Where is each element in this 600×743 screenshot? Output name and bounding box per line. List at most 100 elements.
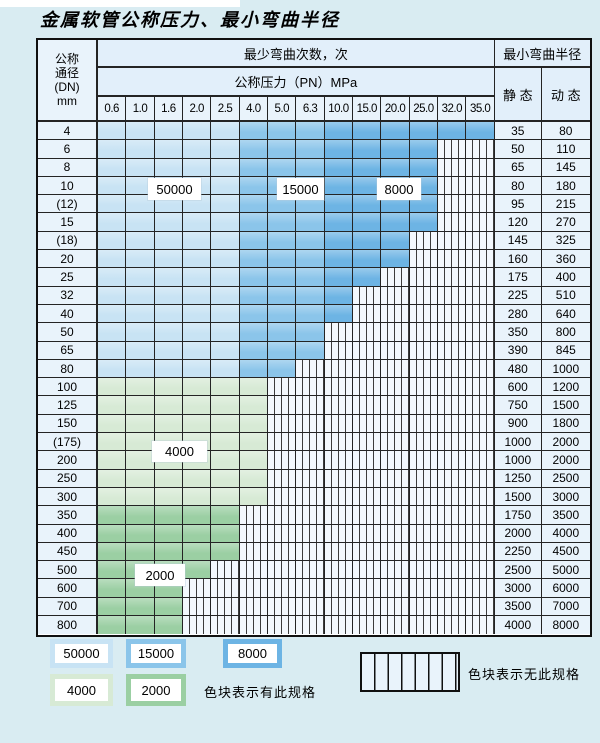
no-spec-cell (268, 487, 297, 507)
no-spec-cell (409, 469, 439, 488)
no-spec-cell (296, 524, 325, 543)
dn-value: 125 (38, 396, 98, 415)
spec-cell (438, 122, 467, 141)
spec-cell (183, 469, 212, 488)
no-spec-cell (353, 378, 382, 397)
spec-cell (126, 286, 155, 305)
static-radius-value: 2250 (494, 542, 542, 562)
no-spec-cell (296, 597, 325, 617)
no-spec-cell (409, 268, 439, 287)
dynamic-radius-value: 180 (541, 176, 590, 196)
spec-cell (211, 341, 240, 360)
static-radius-value: 600 (494, 378, 542, 397)
spec-cell (183, 250, 212, 269)
dynamic-radius-value: 7000 (541, 597, 590, 617)
legend-swatch: 15000 (126, 639, 186, 668)
static-radius-value: 350 (494, 323, 542, 342)
spec-cell (296, 250, 325, 269)
dn-value: 65 (38, 341, 98, 360)
spec-cell (239, 158, 269, 177)
spec-cell (211, 542, 240, 562)
spec-cell (211, 176, 240, 196)
spec-cell (183, 561, 212, 580)
spec-cell (268, 231, 297, 251)
spec-cell (98, 469, 127, 488)
spec-cell (239, 140, 269, 159)
dynamic-radius-value: 145 (541, 158, 590, 177)
spec-cell (409, 140, 439, 159)
no-spec-cell (324, 597, 354, 617)
no-spec-cell (381, 396, 410, 415)
spec-cell (324, 158, 354, 177)
spec-cell (154, 506, 184, 525)
dynamic-radius-value: 110 (541, 140, 590, 159)
spec-cell (239, 359, 269, 379)
no-spec-cell (409, 378, 439, 397)
spec-cell (381, 122, 410, 141)
bend-count-label: 8000 (377, 178, 421, 200)
no-spec-cell (353, 524, 382, 543)
spec-cell (268, 286, 297, 305)
no-spec-cell (381, 304, 410, 324)
spec-cell (296, 268, 325, 287)
pressure-tick: 10.0 (324, 97, 354, 122)
no-spec-cell (466, 359, 495, 379)
spec-cell (381, 158, 410, 177)
dynamic-column-header: 动 态 (541, 68, 590, 122)
dn-value: (18) (38, 231, 98, 251)
dn-value: 10 (38, 176, 98, 196)
spec-cell (154, 231, 184, 251)
top-white-strip (0, 0, 240, 7)
no-spec-cell (409, 433, 439, 452)
spec-cell (211, 140, 240, 159)
no-spec-cell (381, 378, 410, 397)
no-spec-cell (409, 250, 439, 269)
no-spec-cell (381, 524, 410, 543)
no-spec-cell (466, 140, 495, 159)
dynamic-radius-value: 270 (541, 213, 590, 232)
pressure-tick: 1.6 (154, 97, 184, 122)
dn-value: (175) (38, 433, 98, 452)
pressure-tick: 0.6 (98, 97, 127, 122)
no-spec-cell (438, 140, 467, 159)
spec-cell (296, 213, 325, 232)
spec-cell (98, 524, 127, 543)
spec-cell (324, 286, 354, 305)
no-spec-cell (268, 469, 297, 488)
legend-has-spec-text: 色块表示有此规格 (204, 685, 317, 700)
static-radius-value: 2000 (494, 524, 542, 543)
spec-cell (126, 158, 155, 177)
no-spec-cell (268, 506, 297, 525)
no-spec-cell (296, 414, 325, 434)
dynamic-radius-value: 640 (541, 304, 590, 324)
spec-cell (98, 579, 127, 598)
spec-cell (154, 524, 184, 543)
spec-cell (126, 304, 155, 324)
pressure-tick: 2.0 (183, 97, 212, 122)
spec-cell (239, 176, 269, 196)
no-spec-cell (353, 433, 382, 452)
spec-cell (98, 268, 127, 287)
dynamic-radius-value: 510 (541, 286, 590, 305)
no-spec-cell (409, 616, 439, 635)
bend-count-label: 2000 (135, 564, 185, 586)
dynamic-radius-value: 80 (541, 122, 590, 141)
no-spec-cell (296, 506, 325, 525)
no-spec-cell (409, 524, 439, 543)
no-spec-cell (381, 597, 410, 617)
spec-cell (98, 597, 127, 617)
no-spec-cell (466, 616, 495, 635)
no-spec-cell (296, 487, 325, 507)
spec-cell (154, 542, 184, 562)
spec-cell (126, 597, 155, 617)
dynamic-radius-value: 800 (541, 323, 590, 342)
spec-cell (211, 122, 240, 141)
nominal-pressure-header: 公称压力（PN）MPa (98, 68, 495, 97)
static-radius-value: 750 (494, 396, 542, 415)
dn-value: 250 (38, 469, 98, 488)
spec-cell (296, 286, 325, 305)
spec-cell (381, 231, 410, 251)
no-spec-cell (466, 195, 495, 214)
no-spec-cell (353, 579, 382, 598)
dn-value: 32 (38, 286, 98, 305)
